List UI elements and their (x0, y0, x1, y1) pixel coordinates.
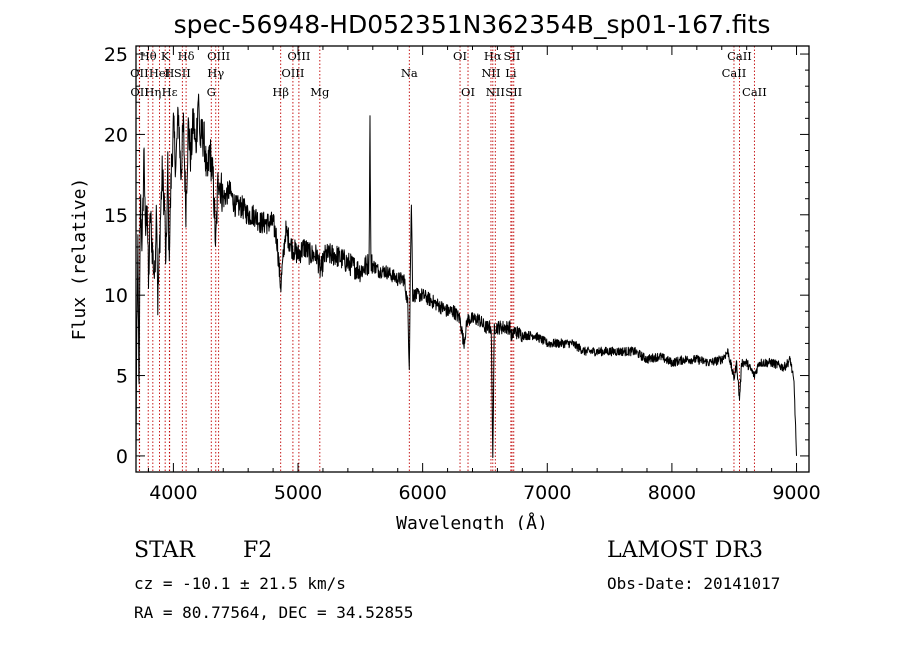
redshift-text: cz = -10.1 ± 21.5 km/s (134, 574, 346, 593)
x-tick-label: 5000 (274, 482, 322, 504)
line-marker-label: OI (453, 49, 467, 63)
object-subclass: F2 (243, 538, 273, 563)
plot-area (135, 93, 797, 459)
line-marker-label: Li (505, 66, 517, 80)
line-marker-label: H (164, 66, 174, 80)
survey-label: LAMOST DR3 (607, 538, 763, 563)
line-marker-label: NII (486, 85, 505, 99)
line-marker-label: Hε (162, 85, 178, 99)
y-tick-label: 5 (116, 366, 128, 388)
line-marker-label: SII (174, 66, 191, 80)
y-tick-label: 20 (104, 124, 128, 146)
line-marker-label: Mg (310, 85, 330, 99)
line-marker-label: SII (505, 85, 522, 99)
line-marker-label: HeI (149, 66, 170, 80)
axis-ticks: 4000 5000 6000 7000 8000 9000 0 5 10 15 20 25 (104, 44, 821, 504)
line-marker-label: OIII (281, 66, 304, 80)
line-marker-label: OIII (287, 49, 310, 63)
y-tick-label: 0 (116, 446, 128, 468)
line-marker-label: CaII (727, 49, 752, 63)
line-marker-label: OII (130, 66, 149, 80)
line-marker-label: OI (461, 85, 475, 99)
line-marker-label: Hη (144, 85, 161, 99)
line-marker-label: CaII (722, 66, 747, 80)
line-marker-label: Hδ (178, 49, 195, 63)
coordinates: RA = 80.77564, DEC = 34.52855 (134, 603, 414, 622)
object-class: STAR (134, 538, 195, 563)
x-axis-label: Wavelength (Å) (396, 512, 548, 530)
x-tick-label: 6000 (398, 482, 446, 504)
line-marker-label: Hθ (140, 49, 157, 63)
line-marker-label: Hγ (207, 66, 224, 80)
y-tick-label: 10 (104, 285, 128, 307)
line-marker-label: Hα (484, 49, 502, 63)
plot-frame (135, 45, 810, 473)
line-marker-label: Na (401, 66, 418, 80)
line-marker-label: OII (130, 85, 149, 99)
line-marker-label: K (161, 49, 170, 63)
spectrum-chart: spec-56948-HD052351N362354B_sp01-167.fit… (69, 10, 821, 530)
line-marker-label: SII (504, 49, 521, 63)
y-axis-label: Flux (relative) (69, 178, 90, 341)
chart-title: spec-56948-HD052351N362354B_sp01-167.fit… (174, 10, 771, 39)
y-tick-label: 15 (104, 205, 128, 227)
line-marker-label: CaII (742, 85, 767, 99)
obs-date: Obs-Date: 20141017 (607, 574, 781, 593)
y-tick-label: 25 (104, 44, 128, 66)
x-tick-label: 4000 (149, 482, 197, 504)
spectrum-line (135, 93, 797, 459)
line-marker-label: Hβ (272, 85, 289, 99)
x-tick-label: 7000 (523, 482, 571, 504)
line-marker-label: NII (481, 66, 500, 80)
line-marker-label: OIII (207, 49, 230, 63)
line-marker-label: G (207, 85, 216, 99)
x-tick-label: 9000 (772, 482, 820, 504)
x-tick-label: 8000 (648, 482, 696, 504)
